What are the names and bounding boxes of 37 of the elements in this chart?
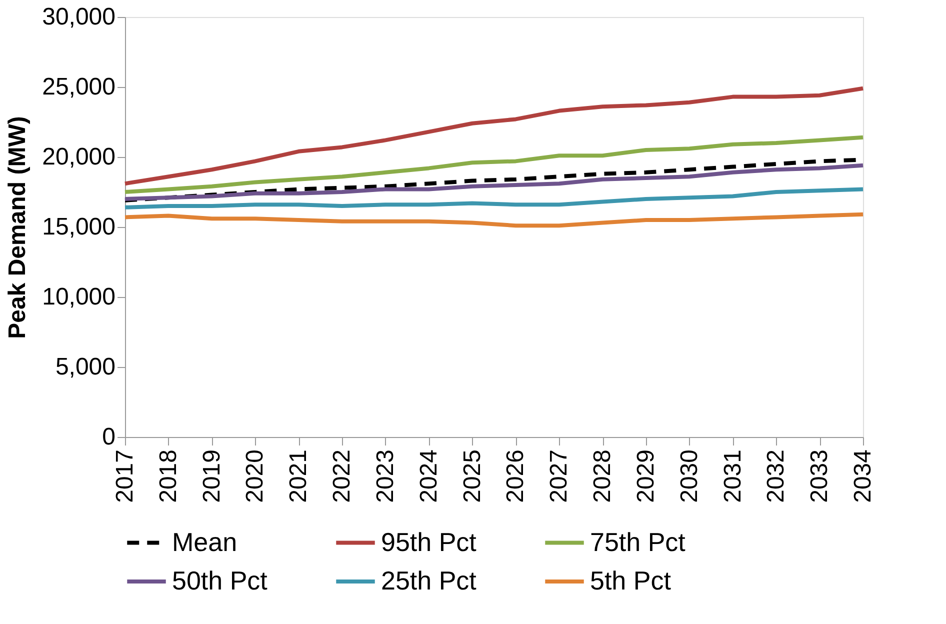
x-tick-label: 2020 (242, 450, 269, 503)
x-tick-label: 2027 (546, 450, 573, 503)
x-tick-label: 2026 (502, 450, 530, 503)
legend-label: 25th Pct (381, 566, 478, 596)
x-tick-label: 2023 (372, 450, 399, 503)
x-tick-label: 2017 (112, 450, 138, 503)
x-tick-label: 2029 (632, 450, 660, 503)
x-tick-label: 2019 (198, 450, 226, 503)
x-tick-label: 2024 (415, 450, 442, 503)
y-tick-label: 20,000 (42, 144, 116, 170)
y-axis-title: Peak Demand (MW) (4, 116, 32, 339)
legend-label: Mean (172, 526, 238, 557)
y-tick-label: 15,000 (42, 214, 116, 240)
y-tick-label: 5,000 (55, 354, 116, 380)
line-series (123, 86, 865, 186)
y-tick-label: 0 (102, 424, 116, 450)
x-tick-label: 2028 (589, 450, 616, 503)
x-tick-label: 2034 (850, 450, 876, 503)
line-series (123, 187, 865, 210)
x-tick-label: 2022 (328, 450, 356, 503)
x-tick-label: 2031 (719, 450, 746, 503)
x-tick-label: 2033 (806, 450, 834, 503)
x-tick-label: 2030 (676, 450, 703, 503)
x-tick-label: 2018 (154, 450, 182, 503)
legend-label: 75th Pct (590, 526, 686, 557)
y-tick-label: 10,000 (42, 284, 116, 310)
legend-label: 5th Pct (590, 566, 672, 596)
legend-label: 95th Pct (381, 526, 478, 557)
x-tick-label: 2032 (762, 450, 790, 503)
x-tick-label: 2021 (285, 450, 312, 503)
y-tick-label: 30,000 (42, 4, 116, 30)
y-tick-label: 25,000 (42, 74, 116, 100)
line-series (123, 135, 865, 194)
line-series (123, 212, 865, 228)
x-tick-label: 2025 (458, 450, 486, 503)
line-series (123, 163, 865, 201)
legend-label: 50th Pct (172, 566, 268, 596)
